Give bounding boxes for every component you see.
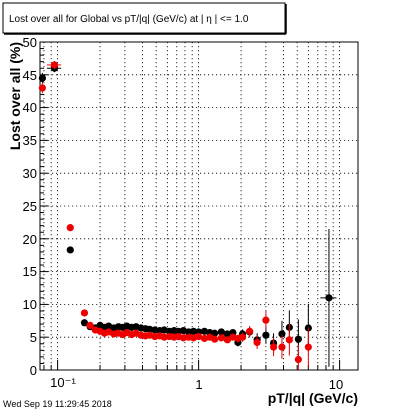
data-point bbox=[211, 335, 219, 343]
timestamp: Wed Sep 19 11:29:45 2018 bbox=[3, 399, 112, 409]
y-tick-label-20: 20 bbox=[23, 232, 37, 247]
grid bbox=[40, 42, 358, 370]
data-point bbox=[146, 325, 154, 333]
y-tick-label-15: 15 bbox=[23, 264, 37, 279]
data-point bbox=[86, 321, 94, 329]
data-point bbox=[66, 224, 74, 232]
data-point bbox=[269, 343, 278, 351]
data-point bbox=[38, 84, 47, 92]
data-point bbox=[217, 328, 225, 336]
data-point bbox=[238, 333, 247, 341]
data-point bbox=[304, 343, 312, 351]
data-point bbox=[179, 334, 188, 342]
chart-title: Lost over all for Global vs pT/|q| (GeV/… bbox=[9, 14, 249, 25]
data-point bbox=[66, 246, 74, 254]
data-point bbox=[262, 316, 270, 324]
data-point bbox=[262, 331, 270, 339]
data-point bbox=[223, 330, 232, 338]
data-point bbox=[211, 329, 219, 337]
y-tick-label-50: 50 bbox=[23, 35, 37, 50]
y-tick-label-10: 10 bbox=[23, 297, 37, 312]
data-point bbox=[278, 343, 286, 351]
data-point bbox=[80, 309, 89, 317]
y-tick-label-40: 40 bbox=[23, 100, 37, 115]
data-point bbox=[253, 338, 261, 347]
y-tick-label-35: 35 bbox=[23, 133, 37, 148]
data-point bbox=[50, 61, 59, 69]
data-series bbox=[38, 61, 337, 370]
y-axis-label: Lost over all (%) bbox=[7, 42, 23, 150]
tick-labels: 0 5 10 15 20 25 30 35 40 45 50 10⁻¹ 1 10 bbox=[23, 35, 344, 392]
axis-ticks bbox=[40, 41, 341, 371]
title-box bbox=[2, 2, 286, 34]
data-point bbox=[325, 294, 333, 302]
data-point bbox=[195, 332, 203, 341]
y-tick-label-5: 5 bbox=[30, 330, 37, 345]
data-point bbox=[217, 334, 225, 342]
y-tick-label-25: 25 bbox=[23, 199, 37, 214]
data-point bbox=[285, 336, 293, 344]
data-point bbox=[38, 74, 47, 82]
data-point bbox=[223, 336, 232, 344]
series-red bbox=[38, 61, 312, 370]
data-point bbox=[246, 327, 254, 335]
y-tick-label-45: 45 bbox=[23, 68, 37, 83]
y-tick-label-0: 0 bbox=[30, 363, 37, 378]
x-tick-label-1: 1 bbox=[195, 377, 202, 392]
y-tick-label-30: 30 bbox=[23, 166, 37, 181]
data-point bbox=[294, 355, 302, 364]
x-tick-label-0p1: 10⁻¹ bbox=[50, 375, 76, 390]
data-point bbox=[80, 319, 89, 327]
data-point bbox=[278, 330, 286, 338]
data-point bbox=[294, 335, 302, 343]
x-tick-label-10: 10 bbox=[329, 377, 343, 392]
x-axis-label: pT/|q| (GeV/c) bbox=[268, 390, 358, 406]
